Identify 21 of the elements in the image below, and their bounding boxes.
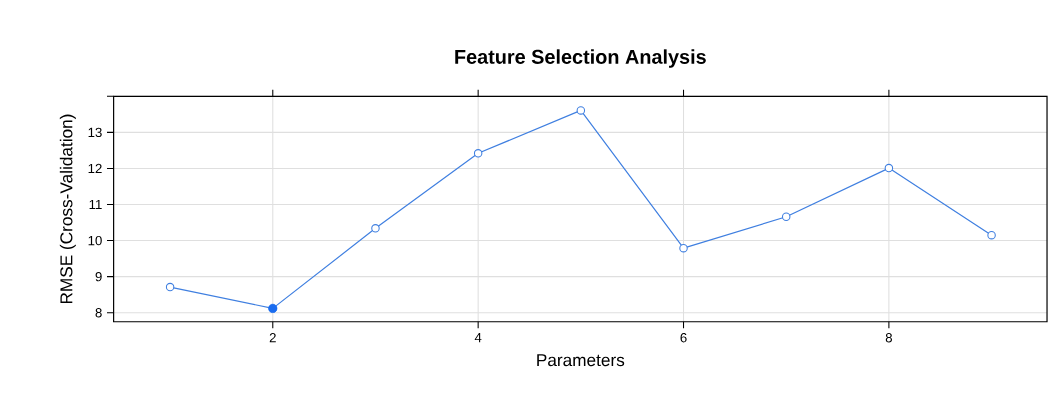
x-tick-label: 6	[680, 332, 687, 343]
x-tick-label: 8	[885, 332, 892, 343]
chart-title: Feature Selection Analysis	[455, 49, 706, 68]
point	[884, 163, 894, 173]
x-tick-label: 2	[269, 332, 276, 343]
point	[165, 282, 175, 292]
x-axis-title: Parameters	[537, 354, 625, 367]
y-tick-label: 8	[95, 307, 102, 318]
y-tick-label: 13	[88, 127, 102, 138]
y-tick-label: 9	[95, 271, 102, 282]
y-tick-label: 11	[89, 199, 102, 210]
y-tick-label: 10	[88, 235, 102, 246]
y-tick-label: 12	[88, 163, 102, 174]
x-tick-label: 4	[474, 332, 482, 343]
point	[371, 224, 380, 233]
point	[473, 149, 483, 158]
point	[987, 230, 996, 240]
point	[679, 243, 688, 253]
point	[576, 106, 586, 115]
point	[781, 212, 791, 221]
y-axis-title: RMSE (Cross-Validation)	[59, 114, 76, 304]
